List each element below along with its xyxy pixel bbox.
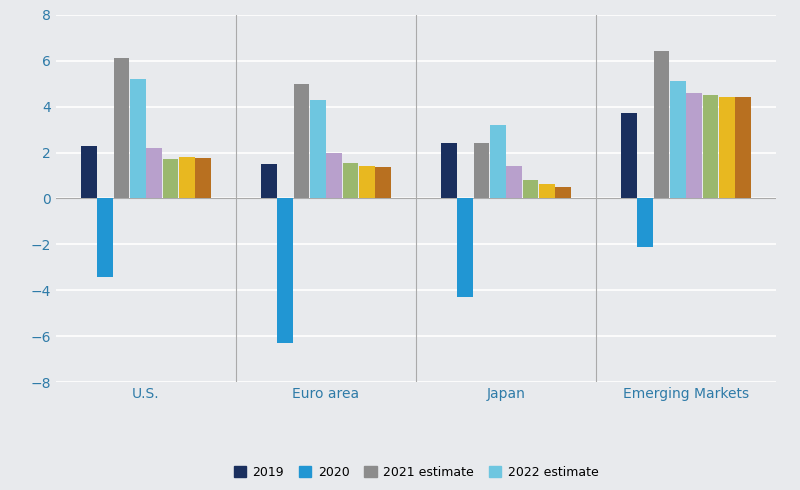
Bar xyxy=(326,152,342,198)
Bar xyxy=(342,163,358,198)
Bar xyxy=(458,198,473,297)
Bar xyxy=(179,157,194,198)
Bar xyxy=(130,79,146,198)
Bar xyxy=(98,198,113,276)
Bar xyxy=(719,98,734,198)
Bar xyxy=(359,166,374,198)
Bar xyxy=(638,198,653,246)
Bar xyxy=(522,180,538,198)
Bar xyxy=(735,98,751,198)
Bar xyxy=(278,198,293,343)
Bar xyxy=(686,93,702,198)
Bar xyxy=(702,95,718,198)
Bar xyxy=(621,114,637,198)
Bar xyxy=(539,184,554,198)
Bar xyxy=(670,81,686,198)
Bar xyxy=(474,144,490,198)
Bar xyxy=(162,159,178,198)
Bar xyxy=(555,187,571,198)
Bar xyxy=(261,164,277,198)
Bar xyxy=(114,58,130,198)
Bar xyxy=(375,168,391,198)
Bar xyxy=(441,144,457,198)
Bar xyxy=(294,84,310,198)
Bar xyxy=(195,158,211,198)
Bar xyxy=(506,166,522,198)
Bar xyxy=(310,99,326,198)
Bar xyxy=(490,125,506,198)
Bar xyxy=(81,146,97,198)
Bar xyxy=(146,148,162,198)
Bar xyxy=(654,51,670,198)
